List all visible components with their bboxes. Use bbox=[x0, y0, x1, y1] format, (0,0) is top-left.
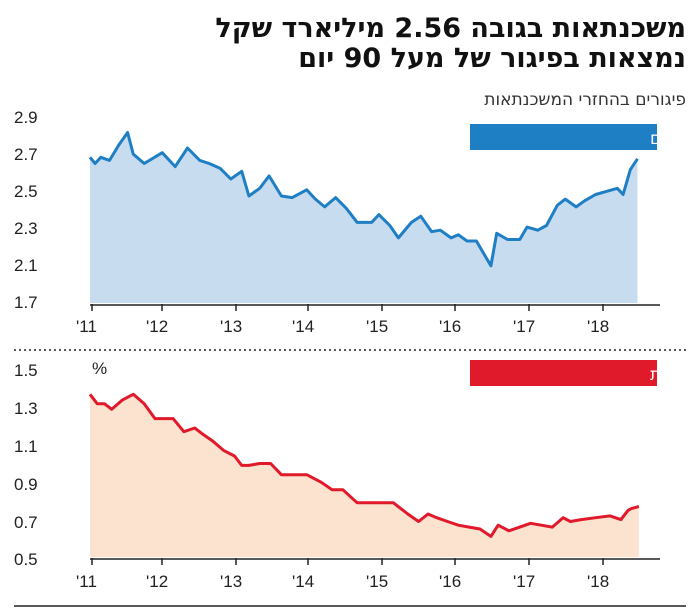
amount-x-tick-label: '17 bbox=[513, 317, 535, 336]
chart-subtitle: פיגורים בהחזרי המשכנתאות bbox=[484, 90, 686, 110]
amount-series-badge bbox=[470, 124, 657, 150]
amount-x-tick-label: '14 bbox=[292, 317, 314, 336]
rate-x-tick-label: '14 bbox=[292, 572, 314, 591]
rate-unit-label: % bbox=[92, 359, 107, 378]
amount-y-tick-label: 2.5 bbox=[14, 182, 38, 201]
amount-series-line bbox=[88, 131, 639, 268]
rate-y-tick-label: 0.7 bbox=[14, 513, 38, 532]
rate-chart: 1.5 1.3 1.1 0.9 0.7 0.5 '11 '12 '13 '14 '15 '16 '17… bbox=[14, 359, 700, 591]
amount-y-ticks: 2.9 2.7 2.5 2.3 2.1 1.7 bbox=[14, 108, 38, 312]
amount-x-tick-label: '13 bbox=[220, 317, 242, 336]
amount-y-tick-label: 2.3 bbox=[14, 219, 38, 238]
rate-x-tick-label: '16 bbox=[439, 572, 461, 591]
title-line-2: נמצאות בפיגור של מעל 90 יום bbox=[298, 43, 686, 74]
rate-x-tick-label: '15 bbox=[366, 572, 388, 591]
amount-x-ticks: '11 '12 '13 '14 '15 '16 '17 '18 bbox=[76, 304, 609, 336]
amount-x-tick-label: '11 bbox=[76, 317, 97, 336]
amount-series-label: במיליארדי שקלים bbox=[650, 129, 700, 149]
rate-area-fill bbox=[90, 394, 639, 557]
amount-area-fill bbox=[90, 132, 638, 303]
rate-series-badge bbox=[470, 360, 657, 386]
amount-x-tick-label: '16 bbox=[439, 317, 461, 336]
rate-y-tick-label: 1.1 bbox=[14, 437, 38, 456]
rate-y-tick-label: 1.3 bbox=[14, 399, 38, 418]
rate-y-tick-label: 1.5 bbox=[14, 361, 38, 380]
rate-series-label: שיעור מסך כל המשכנתאות bbox=[650, 365, 700, 385]
rate-y-tick-label: 0.5 bbox=[14, 550, 38, 569]
amount-y-tick-label: 1.7 bbox=[14, 293, 38, 312]
amount-chart: 2.9 2.7 2.5 2.3 2.1 1.7 '11 '12 '13 '14 '15 '16 '17… bbox=[14, 108, 700, 336]
amount-y-tick-label: 2.1 bbox=[14, 256, 38, 275]
rate-x-tick-label: '11 bbox=[76, 572, 97, 591]
amount-x-tick-label: '12 bbox=[146, 317, 168, 336]
amount-x-tick-label: '18 bbox=[587, 317, 609, 336]
rate-y-ticks: 1.5 1.3 1.1 0.9 0.7 0.5 bbox=[14, 361, 38, 569]
amount-y-tick-label: 2.9 bbox=[14, 108, 38, 127]
chart-title: משכנתאות בגובה 2.56 מיליארד שקל נמצאות ב… bbox=[6, 14, 686, 74]
rate-x-tick-label: '13 bbox=[220, 572, 242, 591]
amount-x-tick-label: '15 bbox=[366, 317, 388, 336]
rate-x-ticks: '11 '12 '13 '14 '15 '16 '17 '18 bbox=[76, 558, 609, 591]
title-line-1: משכנתאות בגובה 2.56 מיליארד שקל bbox=[215, 13, 686, 44]
rate-x-tick-label: '17 bbox=[513, 572, 535, 591]
rate-series-line bbox=[88, 392, 640, 538]
rate-x-tick-label: '18 bbox=[587, 572, 609, 591]
rate-y-tick-label: 0.9 bbox=[14, 475, 38, 494]
amount-y-tick-label: 2.7 bbox=[14, 145, 38, 164]
rate-x-tick-label: '12 bbox=[146, 572, 168, 591]
